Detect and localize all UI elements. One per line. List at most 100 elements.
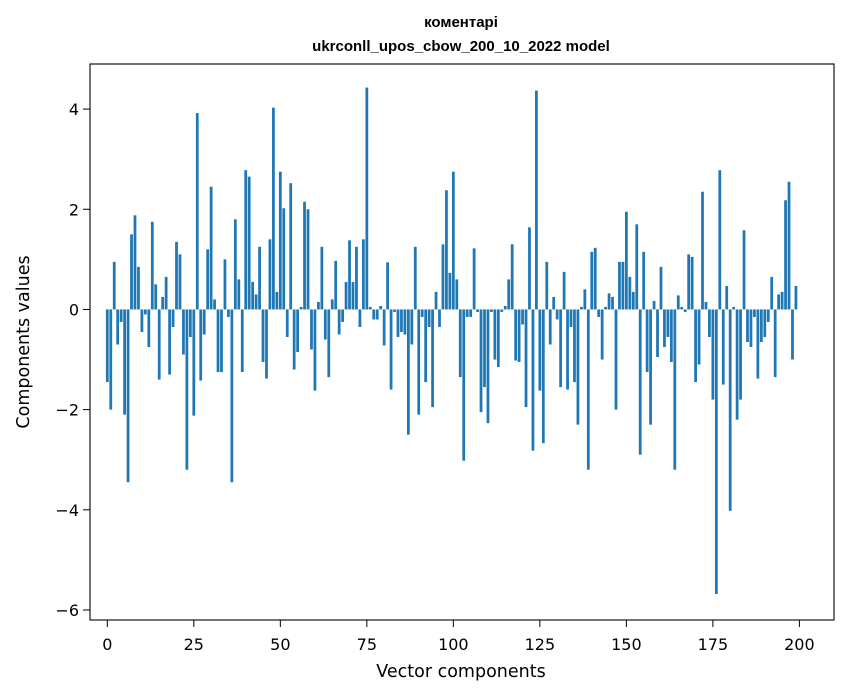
bar-100 [451,171,455,310]
bar-78 [375,309,379,320]
bar-182 [735,309,739,420]
bar-74 [361,239,365,310]
bar-36 [230,309,234,483]
bar-15 [157,309,161,380]
bar-42 [251,281,255,310]
bar-199 [794,285,798,310]
bar-21 [178,254,182,310]
bar-2 [112,261,116,310]
bar-16 [161,296,165,310]
bar-65 [330,299,334,310]
bar-102 [458,309,462,378]
bar-0 [105,309,109,383]
bar-31 [213,299,216,310]
bar-184 [742,230,746,310]
bar-83 [393,309,396,312]
bar-145 [607,293,611,310]
bar-19 [171,309,175,327]
bar-123 [531,309,535,451]
bar-150 [624,211,628,310]
bar-32 [216,309,220,373]
bar-68 [341,309,344,322]
x-tick-label-175: 175 [698,635,729,654]
bar-192 [770,276,774,310]
bar-72 [355,246,358,310]
bar-35 [227,309,230,317]
bar-113 [496,309,500,368]
bar-193 [773,309,777,378]
bar-158 [652,300,656,310]
bar-162 [666,309,670,337]
bar-143 [600,309,604,360]
bar-86 [403,309,407,335]
bar-20 [175,241,178,310]
bar-33 [220,309,223,373]
bar-110 [486,309,490,424]
x-tick-label-50: 50 [270,635,290,654]
y-tick-label-4: 4 [69,100,79,119]
bar-39 [240,309,244,373]
bar-6 [126,309,130,483]
bar-149 [621,261,625,310]
bar-54 [292,309,296,370]
bar-7 [130,234,133,310]
bar-17 [164,276,168,310]
bar-18 [168,309,171,375]
bar-108 [479,309,483,413]
bar-66 [334,260,338,310]
bar-96 [438,309,441,327]
bar-134 [569,309,573,327]
bar-70 [348,240,351,310]
bar-40 [244,170,248,310]
bar-112 [493,309,497,360]
bar-181 [732,306,736,310]
chart-subtitle: ukrconll_upos_cbow_200_10_2022 model [312,38,610,55]
bar-154 [638,309,642,455]
bar-95 [434,291,438,310]
bar-10 [140,309,144,332]
bar-186 [749,309,753,348]
bar-157 [649,309,652,425]
bar-195 [780,291,784,310]
bar-41 [247,176,251,310]
bar-99 [448,272,452,310]
x-axis-label: Vector components [376,662,545,682]
bar-94 [431,309,434,408]
bar-189 [759,309,763,342]
bar-131 [559,309,563,388]
bar-44 [258,246,261,310]
bar-84 [396,309,400,337]
bar-194 [777,294,781,310]
bar-92 [424,309,428,383]
bar-47 [268,239,272,310]
y-tick-label--4: −4 [55,501,79,520]
bar-183 [739,309,742,400]
bar-107 [476,309,479,312]
bar-88 [410,309,414,345]
bar-93 [427,309,431,327]
bar-164 [673,309,677,470]
bar-55 [296,309,300,353]
bar-91 [420,309,424,317]
bar-22 [182,309,185,355]
bar-11 [143,309,147,315]
bar-58 [306,209,310,310]
bar-24 [188,309,192,337]
bar-115 [503,305,507,310]
x-tick-label-200: 200 [784,635,815,654]
bar-179 [725,285,729,310]
bar-46 [265,309,268,379]
bar-98 [445,190,448,310]
bar-23 [185,309,189,470]
bar-27 [199,309,203,381]
bar-80 [382,309,386,346]
bar-109 [483,309,486,388]
bar-29 [206,249,210,310]
bar-163 [669,309,673,363]
bar-166 [680,306,684,310]
y-tick-label--2: −2 [55,401,79,420]
bar-128 [548,309,552,345]
bar-135 [573,309,576,383]
